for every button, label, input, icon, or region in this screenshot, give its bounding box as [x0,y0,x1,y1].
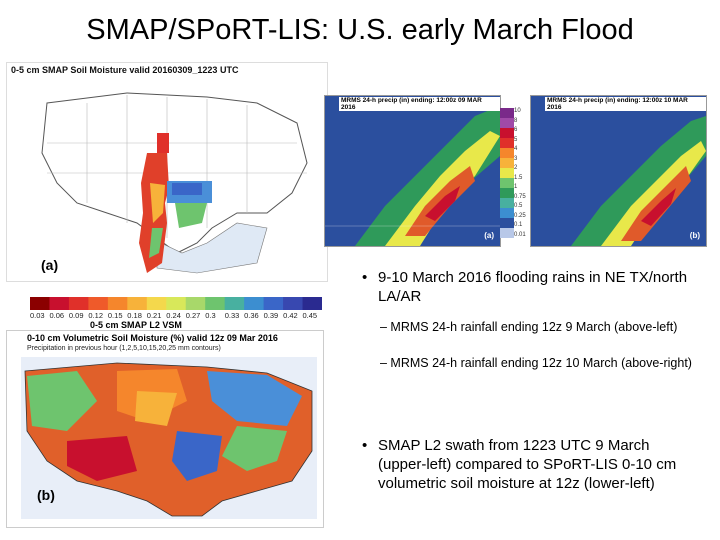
bullet-text-1: 9-10 March 2016 flooding rains in NE TX/… [378,269,688,305]
bullet-dot: • [362,437,368,454]
colorbar-swatch [146,297,167,310]
mrms-scale-label: 6 [514,127,518,133]
sport-lis-soil-moisture-map: 0-10 cm Volumetric Soil Moisture (%) val… [6,330,324,528]
mrms-scale-label: 0.75 [514,193,526,200]
colorbar-swatch [302,297,322,310]
smap-colorbar [30,297,322,310]
mrms-b-label: (b) [689,231,700,240]
colorbar-swatch [205,297,226,310]
smap-map-header: 0-5 cm SMAP Soil Moisture valid 20160309… [11,65,239,75]
colorbar-swatch [68,297,89,310]
colorbar-swatch [263,297,284,310]
colorbar-tick-label: 0.24 [166,311,181,320]
mrms-colorbar [500,108,514,238]
lis-map-subheader: Precipitation in previous hour (1,2,5,10… [27,345,221,352]
colorbar-tick-label: 0.42 [283,311,298,320]
mrms-precip-map-mar9: MRMS 24-h precip (in) ending: 12:00z 09 … [324,95,501,247]
mrms-map-graphic-b [531,96,706,246]
mrms-scale-label: 3 [514,155,518,162]
mrms-scale-label: 4 [514,146,518,152]
colorbar-tick-label: 0.12 [88,311,103,320]
colorbar-tick-label: 0.3 [205,311,216,320]
colorbar-tick-label: 0.21 [146,311,162,320]
smap-subtitle: 0-5 cm SMAP L2 VSM [90,320,182,330]
mrms-scale-label: 8 [514,117,518,124]
mrms-precip-map-mar10: MRMS 24-h precip (in) ending: 12:00z 10 … [530,95,707,247]
panel-a-label: (a) [41,257,59,273]
smap-map-graphic [41,92,308,274]
smap-soil-moisture-map: 0-5 cm SMAP Soil Moisture valid 20160309… [6,62,328,282]
colorbar-swatch [88,297,109,310]
mrms-map-graphic-a [325,96,500,246]
colorbar-swatch [49,297,70,310]
mrms-colorbar-labels: 10 8 6 5 4 3 2 1.5 1 0.75 0.5 0.25 0.1 0.01 [514,108,530,238]
mrms-scale-label: 1 [514,184,518,190]
colorbar-swatch [244,297,265,310]
lis-map-graphic [21,357,317,519]
lis-map-header: 0-10 cm Volumetric Soil Moisture (%) val… [27,333,278,343]
mrms-scale-label: 0.25 [514,212,526,219]
mrms-scale-label: 0.1 [514,222,523,228]
colorbar-tick-label: 0.06 [49,311,65,320]
colorbar-swatch [107,297,128,310]
mrms-scale-label: 0.5 [514,203,523,209]
colorbar-swatch [166,297,187,310]
mrms-scale-label: 0.01 [514,231,526,238]
colorbar-tick-label: 0.03 [30,311,45,320]
mrms-scale-label: 2 [514,165,518,171]
colorbar-tick-label: 0.33 [224,311,240,320]
slide-title: SMAP/SPoRT-LIS: U.S. early March Flood [86,14,634,46]
colorbar-swatch [283,297,304,310]
mrms-scale-label: 1.5 [514,174,523,181]
mrms-a-label: (a) [484,231,494,240]
colorbar-tick-label: 0.36 [244,311,259,320]
mrms-a-header: MRMS 24-h precip (in) ending: 12:00z 09 … [339,97,500,111]
smap-colorbar-labels: 0.03 0.06 0.09 0.12 0.15 0.18 0.21 0.24 0.27 0.3 0… [26,311,326,321]
colorbar-swatch [30,297,50,310]
colorbar-swatch [127,297,148,310]
mrms-scale-label: 10 [514,108,521,114]
colorbar-tick-label: 0.39 [263,311,279,320]
colorbar-swatch [224,297,245,310]
colorbar-tick-label: 0.27 [185,311,201,320]
colorbar-tick-label: 0.09 [68,311,84,320]
colorbar-tick-label: 0.18 [127,311,142,320]
panel-b-label: (b) [37,487,55,503]
colorbar-tick-label: 0.15 [107,311,123,320]
colorbar-swatch [185,297,206,310]
colorbar-tick-label: 0.45 [302,311,318,320]
bullet-dot: • [362,269,368,286]
mrms-b-header: MRMS 24-h precip (in) ending: 12:00z 10 … [545,97,706,111]
bullet-text-2: SMAP L2 swath from 1223 UTC 9 March (upp… [378,437,677,492]
sub-bullet-1: – MRMS 24-h rainfall ending 12z 9 March … [380,320,678,334]
mrms-scale-label: 5 [514,136,518,143]
sub-bullet-2: – MRMS 24-h rainfall ending 12z 10 March… [380,356,692,370]
